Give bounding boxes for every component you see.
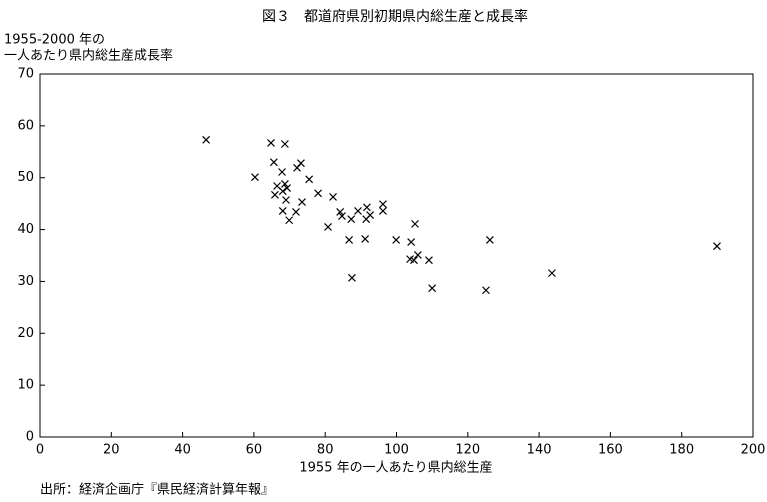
x-tick-label: 20 xyxy=(103,443,120,458)
point xyxy=(348,273,356,282)
point xyxy=(271,190,279,199)
point xyxy=(411,219,419,228)
point xyxy=(283,184,291,193)
point xyxy=(278,206,287,215)
point xyxy=(407,238,416,246)
point xyxy=(305,175,314,184)
y-tick-label: 10 xyxy=(17,378,34,393)
y-tick-label: 50 xyxy=(17,170,34,185)
point xyxy=(410,256,418,265)
point xyxy=(269,158,278,167)
y-tick-label: 20 xyxy=(17,326,34,341)
point xyxy=(713,242,721,251)
point xyxy=(347,215,356,224)
point xyxy=(366,211,375,219)
point xyxy=(298,198,306,207)
point xyxy=(280,180,289,188)
point xyxy=(329,192,337,201)
x-tick-label: 0 xyxy=(36,443,44,458)
point xyxy=(282,196,290,204)
y-tick-label: 0 xyxy=(26,430,34,445)
point xyxy=(338,212,346,221)
point xyxy=(548,269,556,278)
y-tick-label: 40 xyxy=(17,222,34,237)
x-tick-label: 160 xyxy=(598,443,623,458)
point xyxy=(297,159,305,168)
point xyxy=(278,168,286,176)
x-tick-label: 120 xyxy=(455,443,480,458)
x-tick-label: 80 xyxy=(317,443,334,458)
point xyxy=(485,236,494,244)
point xyxy=(362,203,371,212)
chart-title: 図３ 都道府県別初期県内総生産と成長率 xyxy=(262,8,528,25)
y-axis-label: 1955-2000 年の xyxy=(4,33,105,48)
point xyxy=(292,208,300,216)
point xyxy=(379,200,387,209)
x-axis-label: 1955 年の一人あたり県内総生産 xyxy=(299,460,492,476)
point xyxy=(392,236,401,244)
y-tick-label: 30 xyxy=(17,274,34,289)
point xyxy=(425,256,433,265)
point xyxy=(354,206,362,215)
point xyxy=(202,135,211,144)
point xyxy=(428,284,437,293)
y-axis-label: 一人あたり県内総生産成長率 xyxy=(4,48,173,64)
x-tick-label: 200 xyxy=(741,443,766,458)
y-tick-label: 60 xyxy=(17,118,34,133)
point xyxy=(379,206,387,215)
point xyxy=(280,140,289,148)
x-tick-label: 60 xyxy=(246,443,263,458)
source-note: 出所：経済企画庁『県民経済計算年報』 xyxy=(40,482,274,498)
x-tick-label: 140 xyxy=(527,443,552,458)
point xyxy=(324,223,332,231)
point xyxy=(267,139,275,147)
point xyxy=(361,234,370,243)
point xyxy=(413,251,422,259)
x-tick-label: 100 xyxy=(384,443,409,458)
point xyxy=(345,236,354,244)
x-tick-label: 180 xyxy=(669,443,694,458)
point xyxy=(336,208,345,216)
point xyxy=(251,173,259,182)
point xyxy=(278,187,287,196)
point xyxy=(285,216,294,225)
x-tick-label: 40 xyxy=(174,443,191,458)
y-tick-label: 70 xyxy=(17,67,34,82)
point xyxy=(314,189,322,198)
plot-frame xyxy=(39,73,754,438)
point xyxy=(482,286,490,295)
